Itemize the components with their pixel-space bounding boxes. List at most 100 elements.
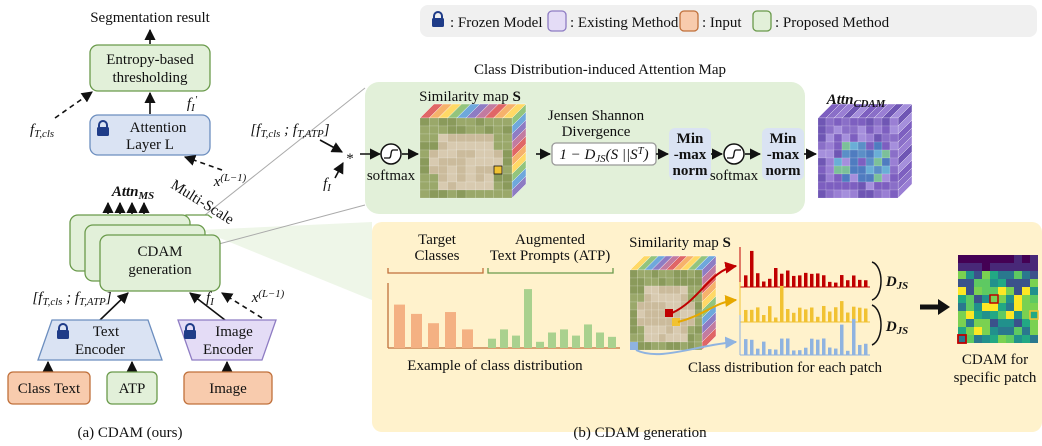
cube-cell	[842, 118, 850, 126]
cube-cell	[890, 174, 898, 182]
heat-cell	[982, 279, 990, 287]
cube-cell	[475, 118, 484, 126]
label: Jensen Shannon	[548, 108, 645, 124]
cube-cell	[466, 118, 475, 126]
math-label: [fT,cls ; fT,ATP]	[32, 290, 111, 308]
cube-cell	[637, 326, 644, 334]
decor-bar	[786, 270, 790, 287]
heat-cell	[966, 327, 974, 335]
cube-cell	[695, 278, 702, 286]
cube-cell	[637, 270, 644, 278]
legend-label: : Input	[702, 15, 742, 31]
decor-bar	[792, 313, 796, 322]
cube-cell	[484, 174, 493, 182]
similarity-cube	[420, 104, 526, 198]
heat-cell	[1006, 263, 1014, 271]
math-token: (L−1)	[220, 172, 246, 184]
label: Image	[215, 324, 253, 340]
math-token: I	[326, 182, 332, 194]
cube-cell	[882, 118, 890, 126]
cube-cell	[680, 294, 687, 302]
lock-body	[97, 127, 109, 136]
heat-cell	[974, 327, 982, 335]
decor-bar	[810, 339, 814, 355]
cube-cell	[630, 302, 637, 310]
decor-bar	[394, 305, 405, 348]
cube-cell	[680, 278, 687, 286]
cube-cell	[842, 126, 850, 134]
cube-cell	[688, 326, 695, 334]
output-label: Segmentation result	[90, 10, 210, 26]
decor-bar	[858, 345, 862, 355]
math-token: I	[209, 296, 215, 308]
cube-cell	[688, 270, 695, 278]
decor-bar	[584, 324, 592, 348]
heat-cell	[1030, 263, 1038, 271]
decor-bar	[840, 275, 844, 287]
math-label: fT,cls	[30, 122, 54, 140]
cube-cell	[659, 342, 666, 350]
cube-cell	[834, 182, 842, 190]
decor-bar	[828, 348, 832, 355]
cube-cell	[866, 166, 874, 174]
cube-cell	[630, 294, 637, 302]
cube-cell	[652, 342, 659, 350]
decor-bar	[756, 349, 760, 355]
heat-cell	[958, 319, 966, 327]
cube-cell	[842, 142, 850, 150]
cube-cell	[438, 150, 447, 158]
cube-cell	[858, 150, 866, 158]
cube-cell	[858, 134, 866, 142]
cube-cell	[874, 126, 882, 134]
math-label: fI	[323, 176, 332, 194]
cube-cell	[890, 190, 898, 198]
cube-cell	[438, 134, 447, 142]
cube-cell	[850, 142, 858, 150]
decor-bar	[744, 275, 748, 287]
decor-bar	[816, 273, 820, 287]
cube-cell	[475, 126, 484, 134]
decor-bar	[445, 312, 456, 348]
math-token: )	[643, 147, 649, 163]
cube-cell	[637, 318, 644, 326]
cube-cell	[429, 182, 438, 190]
decor-bar	[428, 323, 439, 348]
cube-cell	[826, 126, 834, 134]
heat-cell	[1006, 319, 1014, 327]
cube-cell	[475, 190, 484, 198]
heat-cell	[974, 263, 982, 271]
decor-bar	[798, 308, 802, 322]
heat-cell	[966, 255, 974, 263]
decor-bar	[536, 342, 544, 348]
cube-cell	[818, 126, 826, 134]
cube-cell	[695, 302, 702, 310]
heat-cell	[982, 287, 990, 295]
cube-cell	[818, 134, 826, 142]
cube-cell	[644, 342, 651, 350]
cube-cell	[466, 150, 475, 158]
label: -max	[674, 147, 707, 163]
cube-cell	[637, 310, 644, 318]
cube-cell	[882, 150, 890, 158]
cube-cell	[826, 182, 834, 190]
cube-cell	[420, 158, 429, 166]
cube-cell	[438, 182, 447, 190]
heat-cell	[1030, 287, 1038, 295]
heat-cell	[1006, 303, 1014, 311]
cube-cell	[503, 134, 512, 142]
label: Min	[770, 131, 797, 147]
heat-cell	[1022, 255, 1030, 263]
math-token: S	[722, 235, 730, 251]
cube-cell	[644, 286, 651, 294]
cube-cell	[673, 334, 680, 342]
cube-cell	[429, 166, 438, 174]
heat-cell	[1014, 327, 1022, 335]
decor-bar	[804, 348, 808, 355]
cube-cell	[680, 270, 687, 278]
cube-cell	[420, 182, 429, 190]
cube-cell	[834, 134, 842, 142]
cube-cell	[680, 334, 687, 342]
cube-cell	[826, 150, 834, 158]
patch-highlight	[494, 166, 502, 174]
cube-cell	[882, 134, 890, 142]
